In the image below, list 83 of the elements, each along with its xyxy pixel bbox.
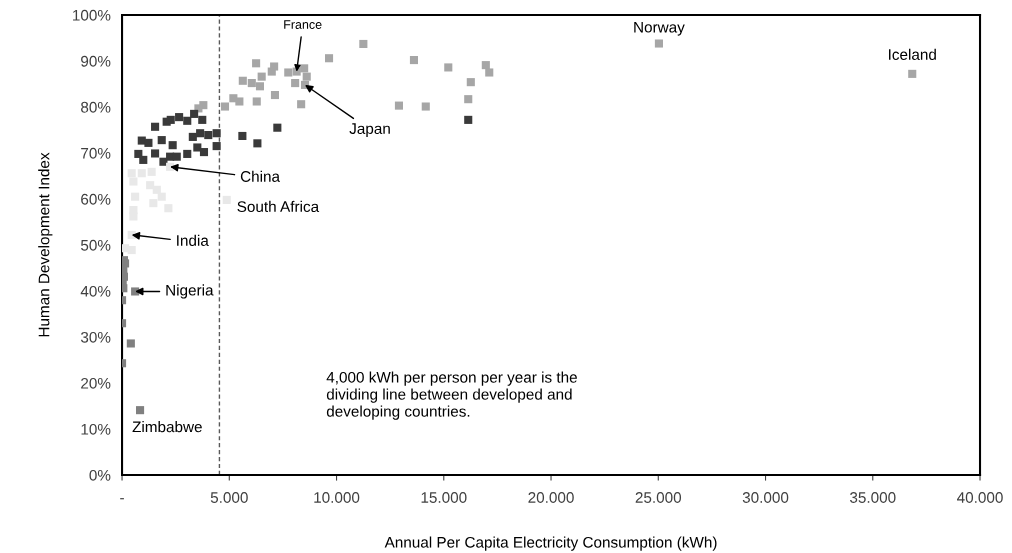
annotation: India [177,234,209,246]
point [183,149,192,158]
point [198,115,207,124]
point [297,100,306,109]
point [188,132,197,141]
x-tick-label: 20.000 [528,492,574,503]
point [421,102,430,111]
point [252,97,261,106]
annotation: Nigeria [166,284,214,299]
point [464,95,473,104]
point [270,90,280,100]
point [255,82,265,91]
point [196,129,205,138]
x-tick-label: 25.000 [635,492,682,503]
point [204,131,213,140]
point [409,56,419,65]
annotation: Japan [349,123,390,138]
y-tick-label: 90% [81,55,111,67]
y-tick-label: 40% [80,285,111,297]
annotation: China [240,170,281,182]
point [144,138,153,147]
point [252,59,261,68]
x-tick-label: 10.000 [314,492,360,503]
point [302,72,311,81]
point [284,68,293,77]
point [253,139,262,148]
point [151,122,160,131]
y-axis-title: Human Development Index [38,152,53,337]
point [464,115,473,124]
point [199,148,209,157]
point [172,152,181,161]
x-tick-label: 30.000 [742,492,789,503]
y-tick-label: 60% [81,193,111,205]
annotation: 4,000 kWh per person per year is the dividing line between developed and developing countries. [326,371,577,420]
x-tick-label: - [120,498,124,500]
point [291,79,300,88]
point [654,39,663,48]
point [485,68,494,77]
y-tick-label: 20% [81,377,111,389]
point [168,141,177,150]
annotation: Zimbabwe [132,421,202,433]
point [175,113,184,122]
point [300,64,309,73]
x-tick-label: 15.000 [421,492,467,503]
y-tick-label: 70% [81,147,111,159]
point [257,72,266,81]
x-axis-title: Annual Per Capita Electricity Consumption (kWh) [384,536,717,551]
point [235,97,244,106]
point [139,155,148,164]
point [908,69,917,78]
point [151,149,160,158]
point [270,62,279,71]
point [238,76,247,85]
point [220,102,230,111]
point [166,115,175,124]
annotation: France [284,20,322,29]
y-tick-label: 0% [89,469,111,481]
point [212,129,221,138]
y-tick-label: 50% [80,239,111,251]
point [466,78,475,87]
annotation: Iceland [889,48,936,60]
x-tick-label: 5.000 [210,492,248,503]
point [394,101,404,110]
point [444,63,453,72]
y-tick-label: 10% [81,423,111,435]
point [127,246,136,255]
point [324,54,334,63]
annotation: South Africa [237,200,320,213]
point [247,79,256,88]
point [238,131,247,141]
point [359,39,368,49]
point [157,136,166,145]
point [193,143,202,152]
point [273,123,282,132]
x-tick-label: 35.000 [849,492,896,503]
y-tick-label: 80% [81,101,111,113]
annotation: Norway [634,21,685,36]
point [183,116,192,125]
point [212,142,221,151]
x-tick-label: 40.000 [957,492,1003,503]
point [190,109,199,118]
y-tick-label: 30% [80,331,111,343]
y-tick-label: 100% [73,9,111,21]
